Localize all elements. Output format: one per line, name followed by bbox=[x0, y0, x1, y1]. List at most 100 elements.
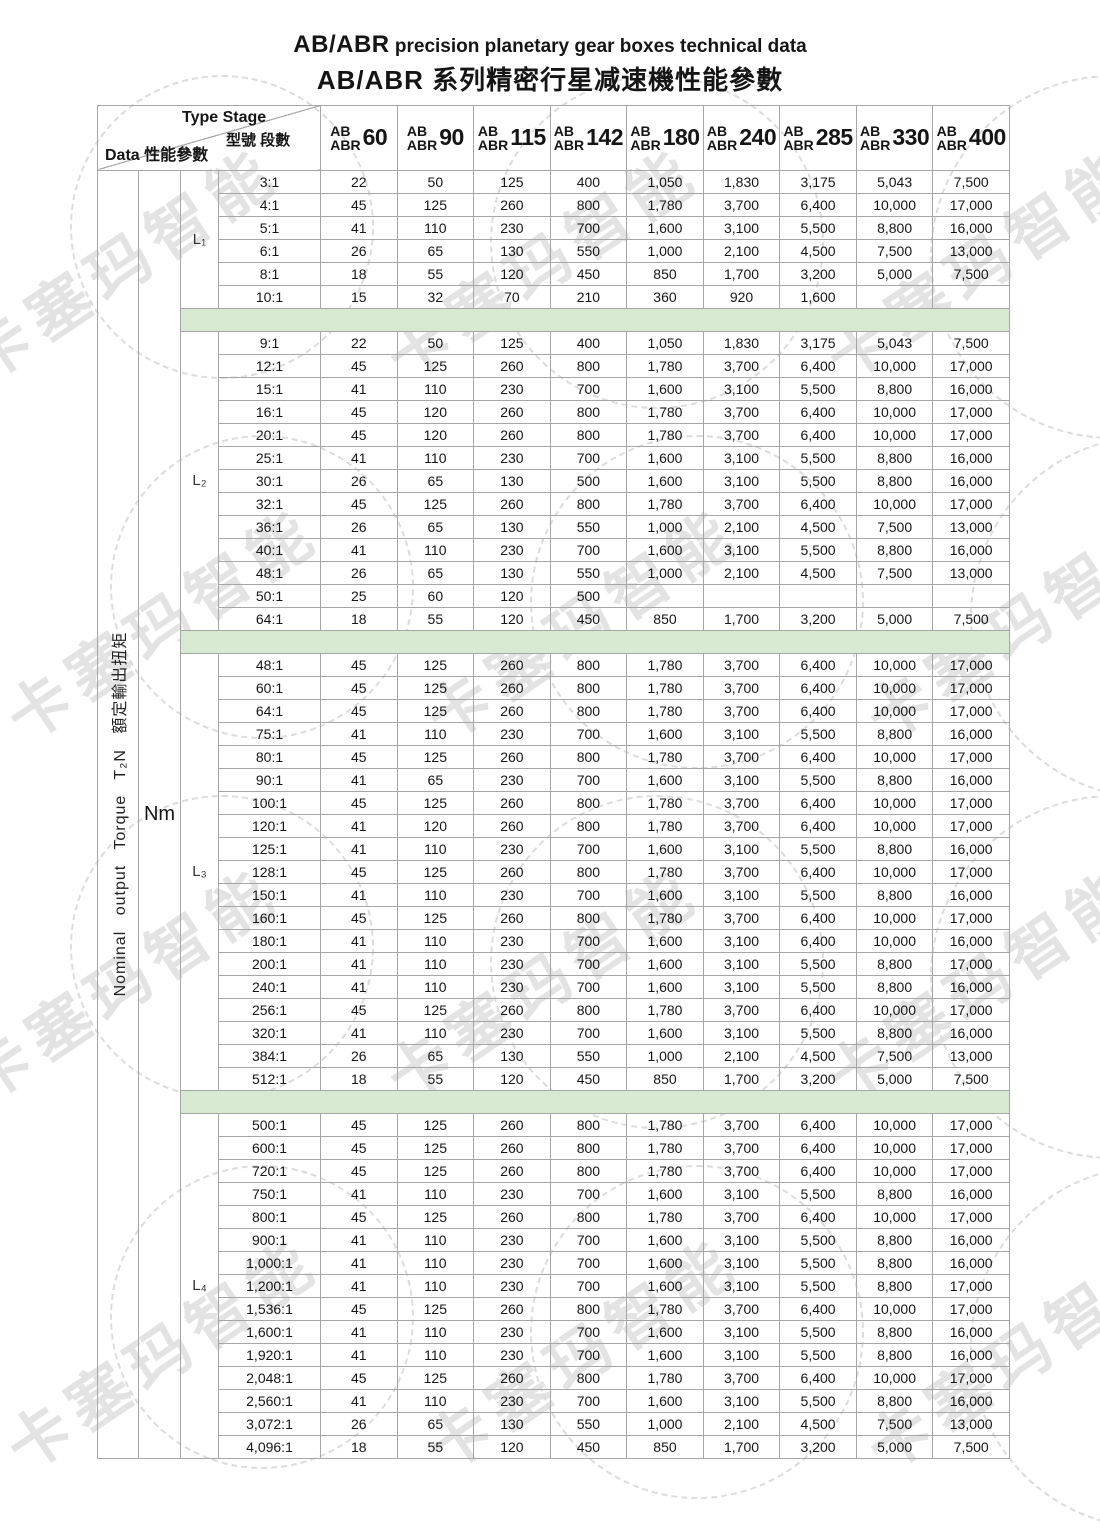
torque-value-cell: 260 bbox=[473, 1158, 551, 1183]
table-row: 180:1 41 110 230 700 1,600 3,100 6,400 10,000 16,… bbox=[98, 928, 1010, 953]
torque-value-cell: 110 bbox=[396, 376, 475, 401]
torque-value-cell: 450 bbox=[549, 606, 628, 631]
torque-value-cell: 2,100 bbox=[702, 238, 781, 263]
table-row: 1,000:1 41 110 230 700 1,600 3,100 5,500 8,800 16… bbox=[98, 1250, 1010, 1275]
torque-value-cell bbox=[855, 284, 934, 309]
model-prefix-ab: AB bbox=[783, 122, 804, 139]
ratio-cell: 128:1 bbox=[218, 859, 321, 884]
torque-value-cell: 125 bbox=[396, 997, 475, 1022]
title-brand: AB/ABR bbox=[293, 31, 390, 58]
torque-value-cell: 17,000 bbox=[932, 422, 1010, 447]
torque-value-cell: 8,800 bbox=[855, 1020, 934, 1045]
torque-value-cell: 125 bbox=[396, 905, 475, 930]
table-row: L₃ 48:1 45 125 260 800 1,780 3,700 6,400 10,000 17… bbox=[98, 652, 1010, 1091]
torque-value-cell: 1,600 bbox=[626, 215, 704, 240]
torque-value-cell: 1,700 bbox=[702, 261, 781, 286]
torque-value-cell: 120 bbox=[473, 1434, 551, 1459]
model-prefix-abr: ABR bbox=[936, 136, 967, 153]
ratio-cell: 3,072:1 bbox=[218, 1411, 321, 1436]
torque-value-cell: 1,830 bbox=[702, 169, 781, 194]
torque-value-cell: 41 bbox=[320, 951, 398, 976]
ratio-cell: 512:1 bbox=[218, 1066, 321, 1091]
torque-value-cell: 125 bbox=[396, 859, 475, 884]
torque-value-cell: 3,700 bbox=[702, 1365, 781, 1390]
torque-value-cell: 1,600 bbox=[626, 1342, 704, 1367]
ratio-cell: 64:1 bbox=[218, 698, 321, 723]
torque-value-cell: 10,000 bbox=[855, 997, 934, 1022]
torque-value-cell: 65 bbox=[396, 238, 475, 263]
torque-value-cell: 3,100 bbox=[702, 1273, 781, 1298]
torque-value-cell: 41 bbox=[320, 376, 398, 401]
torque-value-cell: 41 bbox=[320, 974, 398, 999]
torque-value-cell: 18 bbox=[320, 261, 398, 286]
torque-value-cell: 260 bbox=[473, 1112, 551, 1137]
torque-value-cell: 230 bbox=[473, 445, 551, 470]
torque-value-cell: 850 bbox=[626, 606, 704, 631]
model-prefix-ab: AB bbox=[477, 122, 499, 139]
torque-value-cell: 110 bbox=[396, 445, 475, 470]
torque-value-cell: 10,000 bbox=[855, 652, 934, 677]
torque-value-cell: 1,780 bbox=[626, 744, 704, 769]
table-row: 90:1 41 65 230 700 1,600 3,100 5,500 8,800 16,000 bbox=[98, 767, 1010, 792]
ratio-cell: 10:1 bbox=[218, 284, 321, 309]
torque-value-cell: 4,500 bbox=[779, 514, 857, 539]
torque-value-cell: 450 bbox=[549, 1434, 628, 1459]
torque-value-cell: 5,500 bbox=[779, 468, 857, 493]
torque-value-cell: 10,000 bbox=[855, 859, 934, 884]
table-row: 40:1 41 110 230 700 1,600 3,100 5,500 8,800 16,00… bbox=[98, 537, 1010, 562]
torque-value-cell: 41 bbox=[320, 767, 398, 792]
ratio-cell: 30:1 bbox=[218, 468, 321, 493]
torque-value-cell: 6,400 bbox=[779, 1135, 857, 1160]
torque-value-cell: 3,100 bbox=[702, 537, 781, 562]
torque-value-cell: 1,600 bbox=[626, 928, 704, 953]
torque-value-cell: 210 bbox=[549, 284, 628, 309]
torque-value-cell: 16,000 bbox=[932, 767, 1010, 792]
torque-value-cell: 16,000 bbox=[932, 468, 1010, 493]
torque-value-cell: 4,500 bbox=[779, 1043, 857, 1068]
table-row: L₂ 9:1 22 50 125 400 1,050 1,830 3,175 5,043 7,500 bbox=[98, 330, 1010, 631]
torque-value-cell: 120 bbox=[473, 583, 551, 608]
table-row: 750:1 41 110 230 700 1,600 3,100 5,500 8,800 16,0… bbox=[98, 1181, 1010, 1206]
torque-value-cell: 1,780 bbox=[626, 790, 704, 815]
torque-value-cell: 8,800 bbox=[855, 376, 934, 401]
torque-value-cell: 26 bbox=[320, 560, 398, 585]
torque-value-cell: 8,800 bbox=[855, 882, 934, 907]
torque-value-cell: 8,800 bbox=[855, 767, 934, 792]
torque-value-cell: 26 bbox=[320, 1411, 398, 1436]
torque-value-cell: 3,200 bbox=[779, 606, 857, 631]
model-prefix-abr: ABR bbox=[330, 136, 361, 153]
table-row: 900:1 41 110 230 700 1,600 3,100 5,500 8,800 16,0… bbox=[98, 1227, 1010, 1252]
torque-value-cell: 1,780 bbox=[626, 813, 704, 838]
torque-value-cell: 3,700 bbox=[702, 790, 781, 815]
torque-value-cell: 17,000 bbox=[932, 698, 1010, 723]
datasheet-page: AB/ABR precision planetary gear boxes te… bbox=[97, 31, 1010, 1459]
torque-value-cell: 110 bbox=[396, 1319, 475, 1344]
torque-value-cell: 3,100 bbox=[702, 1181, 781, 1206]
torque-value-cell: 5,500 bbox=[779, 974, 857, 999]
torque-value-cell: 16,000 bbox=[932, 376, 1010, 401]
torque-value-cell: 3,100 bbox=[702, 1020, 781, 1045]
torque-value-cell: 6,400 bbox=[779, 399, 857, 424]
torque-value-cell: 260 bbox=[473, 1135, 551, 1160]
torque-value-cell: 1,600 bbox=[626, 1020, 704, 1045]
torque-value-cell: 125 bbox=[396, 1365, 475, 1390]
torque-value-cell: 8,800 bbox=[855, 537, 934, 562]
torque-value-cell: 45 bbox=[320, 859, 398, 884]
torque-value-cell: 1,600 bbox=[626, 376, 704, 401]
torque-value-cell: 17,000 bbox=[932, 744, 1010, 769]
torque-value-cell: 41 bbox=[320, 1227, 398, 1252]
torque-value-cell: 3,700 bbox=[702, 1135, 781, 1160]
ratio-cell: 8:1 bbox=[218, 261, 321, 286]
torque-value-cell: 700 bbox=[549, 445, 628, 470]
torque-value-cell: 3,700 bbox=[702, 1158, 781, 1183]
torque-value-cell: 3,700 bbox=[702, 698, 781, 723]
torque-value-cell: 5,500 bbox=[779, 767, 857, 792]
torque-value-cell: 7,500 bbox=[932, 606, 1010, 631]
torque-value-cell: 10,000 bbox=[855, 790, 934, 815]
torque-value-cell: 800 bbox=[549, 813, 628, 838]
torque-value-cell: 16,000 bbox=[932, 1342, 1010, 1367]
table-row: 2,048:1 45 125 260 800 1,780 3,700 6,400 10,000 1… bbox=[98, 1365, 1010, 1390]
table-row: 12:1 45 125 260 800 1,780 3,700 6,400 10,000 17,0… bbox=[98, 353, 1010, 378]
torque-value-cell: 110 bbox=[396, 1020, 475, 1045]
torque-value-cell: 17,000 bbox=[932, 353, 1010, 378]
